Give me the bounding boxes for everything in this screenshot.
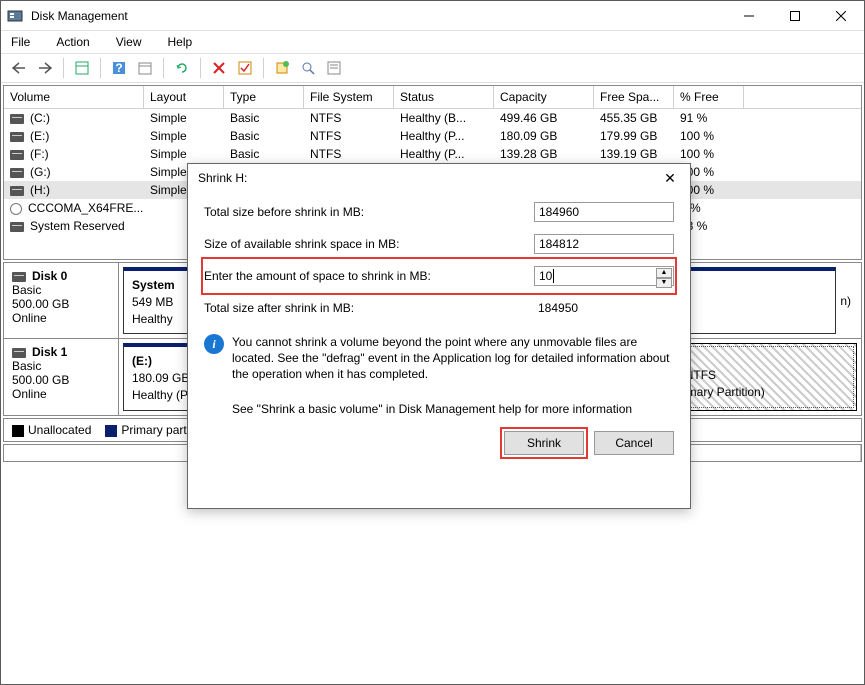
column-pct[interactable]: % Free (674, 86, 744, 108)
info-text-1: You cannot shrink a volume beyond the po… (232, 334, 674, 383)
toolbar-search-icon[interactable] (296, 56, 320, 80)
column-capacity[interactable]: Capacity (494, 86, 594, 108)
app-icon (7, 8, 23, 24)
total-before-label: Total size before shrink in MB: (204, 205, 534, 219)
svg-text:?: ? (115, 61, 122, 75)
toolbar-calendar-icon[interactable] (133, 56, 157, 80)
dialog-close-icon[interactable]: ✕ (660, 170, 680, 187)
available-label: Size of available shrink space in MB: (204, 237, 534, 251)
column-volume[interactable]: Volume (4, 86, 144, 108)
column-layout[interactable]: Layout (144, 86, 224, 108)
cancel-button[interactable]: Cancel (594, 431, 674, 455)
total-before-value: 184960 (534, 202, 674, 222)
menu-bar: File Action View Help (1, 31, 864, 53)
shrink-button[interactable]: Shrink (504, 431, 584, 455)
available-value: 184812 (534, 234, 674, 254)
forward-button[interactable] (33, 56, 57, 80)
toolbar-refresh-icon[interactable] (170, 56, 194, 80)
spinner-up[interactable]: ▲ (656, 268, 672, 278)
toolbar-help-icon[interactable]: ? (107, 56, 131, 80)
toolbar: ? (1, 53, 864, 83)
menu-file[interactable]: File (7, 33, 34, 51)
table-header: Volume Layout Type File System Status Ca… (4, 86, 861, 109)
toolbar-new-icon[interactable] (270, 56, 294, 80)
total-after-label: Total size after shrink in MB: (204, 301, 534, 315)
legend-unallocated: Unallocated (12, 423, 91, 437)
window-titlebar: Disk Management (1, 1, 864, 31)
toolbar-delete-icon[interactable] (207, 56, 231, 80)
toolbar-check-icon[interactable] (233, 56, 257, 80)
column-status[interactable]: Status (394, 86, 494, 108)
shrink-amount-input[interactable]: 10 ▲▼ (534, 266, 674, 286)
dialog-title: Shrink H: (198, 171, 660, 185)
shrink-amount-label: Enter the amount of space to shrink in M… (204, 269, 534, 283)
info-icon: i (204, 334, 224, 354)
toolbar-view-icon[interactable] (70, 56, 94, 80)
spinner-down[interactable]: ▼ (656, 278, 672, 288)
window-title: Disk Management (29, 9, 726, 23)
column-free[interactable]: Free Spa... (594, 86, 674, 108)
table-row[interactable]: (C:)SimpleBasicNTFSHealthy (B...499.46 G… (4, 109, 861, 127)
close-button[interactable] (818, 1, 864, 31)
menu-help[interactable]: Help (164, 33, 197, 51)
menu-view[interactable]: View (112, 33, 146, 51)
back-button[interactable] (7, 56, 31, 80)
maximize-button[interactable] (772, 1, 818, 31)
table-row[interactable]: (F:)SimpleBasicNTFSHealthy (P...139.28 G… (4, 145, 861, 163)
table-row[interactable]: (E:)SimpleBasicNTFSHealthy (P...180.09 G… (4, 127, 861, 145)
minimize-button[interactable] (726, 1, 772, 31)
shrink-dialog: Shrink H: ✕ Total size before shrink in … (187, 163, 691, 509)
info-text-2: See "Shrink a basic volume" in Disk Mana… (232, 401, 632, 417)
total-after-value: 184950 (534, 298, 674, 318)
column-type[interactable]: Type (224, 86, 304, 108)
toolbar-props-icon[interactable] (322, 56, 346, 80)
column-filesystem[interactable]: File System (304, 86, 394, 108)
menu-action[interactable]: Action (52, 33, 93, 51)
